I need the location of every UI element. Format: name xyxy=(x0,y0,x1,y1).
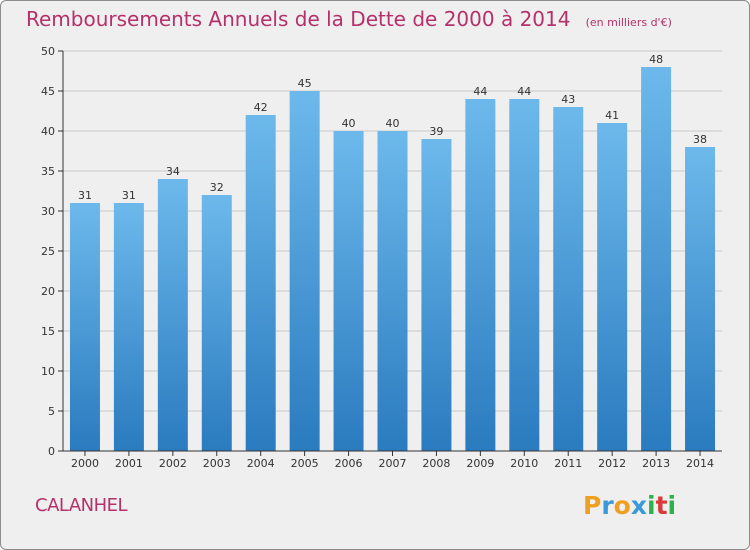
x-tick-label: 2010 xyxy=(510,457,538,470)
y-tick-label: 10 xyxy=(41,365,55,378)
x-tick-label: 2005 xyxy=(291,457,319,470)
data-label: 40 xyxy=(342,117,356,130)
data-label: 42 xyxy=(254,101,268,114)
brand-letter: x xyxy=(630,491,647,520)
bar-2010 xyxy=(509,99,540,451)
brand-letter: i xyxy=(647,491,656,520)
axes: 0 5 10 15 20 25 30 35 40 45 50 2000 2001 2002 2003 2004… xyxy=(41,45,722,470)
x-tick-label: 2003 xyxy=(203,457,231,470)
bar-2002 xyxy=(157,179,188,451)
x-tick-label: 2012 xyxy=(598,457,626,470)
bar-2008 xyxy=(421,139,452,451)
y-tick-label: 30 xyxy=(41,205,55,218)
proxiti-logo: Proxiti xyxy=(583,491,676,520)
chart-unit: (en milliers d'€) xyxy=(585,16,672,29)
data-label: 40 xyxy=(386,117,400,130)
bar-2011 xyxy=(553,107,584,451)
bar-2012 xyxy=(597,123,628,451)
brand-letter: r xyxy=(601,491,614,520)
data-label: 32 xyxy=(210,181,224,194)
x-tick-label: 2014 xyxy=(686,457,714,470)
y-tick-label: 40 xyxy=(41,125,55,138)
y-tick-label: 35 xyxy=(41,165,55,178)
x-tick-label: 2007 xyxy=(379,457,407,470)
y-tick-label: 45 xyxy=(41,85,55,98)
brand-letter: P xyxy=(583,491,602,520)
title-row: Remboursements Annuels de la Dette de 20… xyxy=(26,7,672,31)
bar-2013 xyxy=(641,67,672,451)
data-label: 34 xyxy=(166,165,180,178)
y-tick-label: 50 xyxy=(41,45,55,58)
x-tick-label: 2013 xyxy=(642,457,670,470)
bar-2001 xyxy=(113,203,144,451)
brand-letter: o xyxy=(613,491,631,520)
data-label: 44 xyxy=(473,85,487,98)
x-tick-label: 2000 xyxy=(71,457,99,470)
data-label: 43 xyxy=(561,93,575,106)
x-tick-label: 2002 xyxy=(159,457,187,470)
data-label: 41 xyxy=(605,109,619,122)
bars xyxy=(69,67,716,451)
bar-2009 xyxy=(465,99,496,451)
data-label: 31 xyxy=(78,189,92,202)
x-tick-label: 2004 xyxy=(247,457,275,470)
brand-letter: t xyxy=(655,491,668,520)
data-label: 45 xyxy=(298,77,312,90)
data-label: 39 xyxy=(429,125,443,138)
x-tick-label: 2001 xyxy=(115,457,143,470)
data-label: 44 xyxy=(517,85,531,98)
y-tick-label: 5 xyxy=(48,405,55,418)
bar-2005 xyxy=(289,91,320,451)
brand-letter: i xyxy=(667,491,677,520)
y-tick-label: 15 xyxy=(41,325,55,338)
data-label: 31 xyxy=(122,189,136,202)
data-label: 38 xyxy=(693,133,707,146)
bar-2006 xyxy=(333,131,364,451)
x-tick-label: 2008 xyxy=(422,457,450,470)
y-tick-label: 25 xyxy=(41,245,55,258)
bar-2004 xyxy=(245,115,276,451)
bar-2014 xyxy=(685,147,716,451)
x-tick-label: 2009 xyxy=(466,457,494,470)
x-tick-label: 2011 xyxy=(554,457,582,470)
data-labels: 31 31 34 32 42 45 40 40 39 44 44 43 41 48 38 xyxy=(78,53,707,202)
x-tick-label: 2006 xyxy=(335,457,363,470)
bar-2000 xyxy=(69,203,100,451)
bar-2003 xyxy=(201,195,232,451)
commune-name: CALANHEL xyxy=(35,495,128,516)
chart-title: Remboursements Annuels de la Dette de 20… xyxy=(26,7,571,31)
bar-2007 xyxy=(377,131,408,451)
y-tick-label: 20 xyxy=(41,285,55,298)
y-tick-label: 0 xyxy=(48,445,55,458)
data-label: 48 xyxy=(649,53,663,66)
